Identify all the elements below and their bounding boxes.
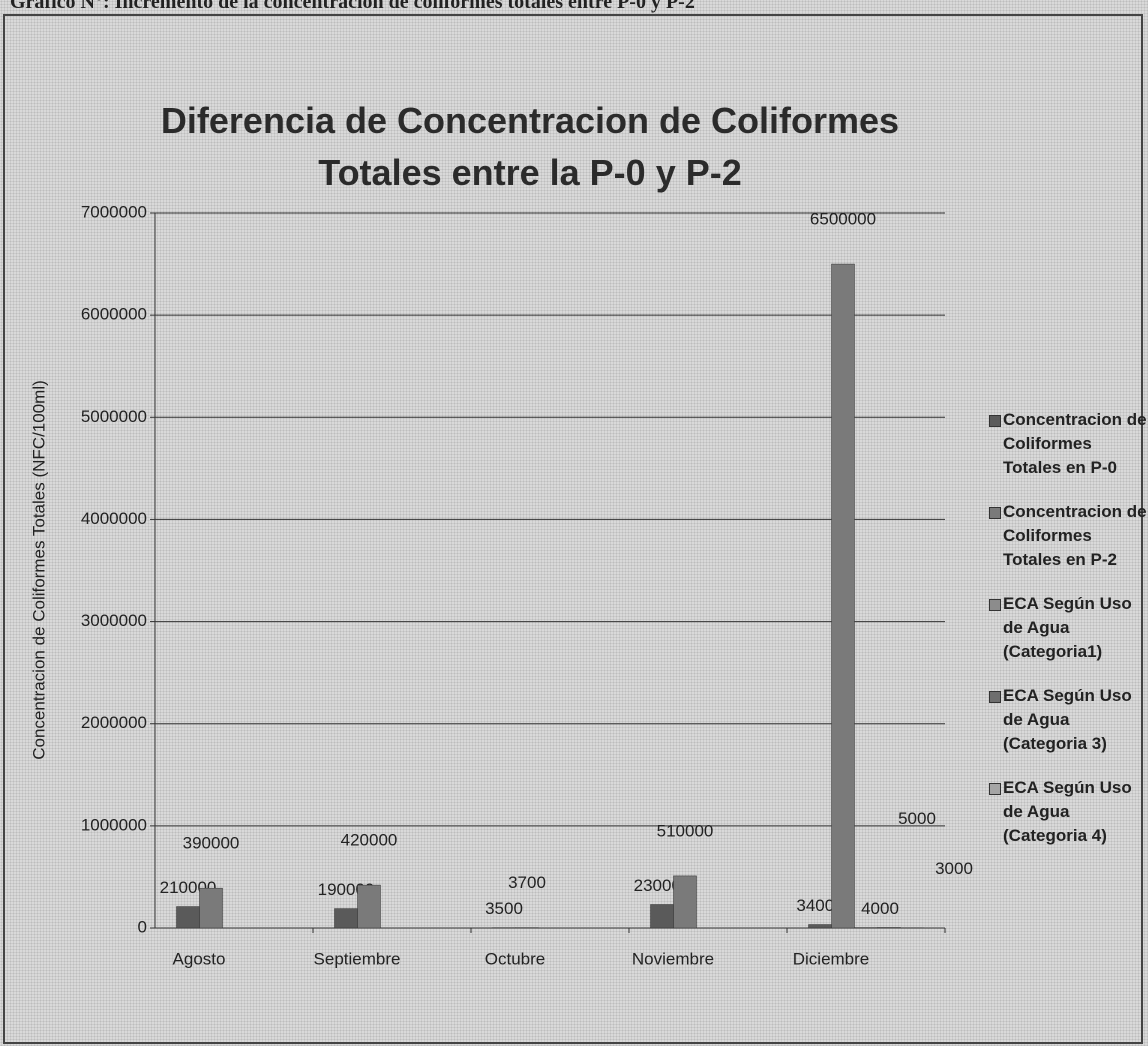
legend-label: ECA Según Uso de Agua (Categoria 3)	[1003, 686, 1132, 753]
legend-entry: ECA Según Uso de Agua (Categoria1)	[985, 592, 1148, 664]
data-label: 510000	[657, 821, 714, 840]
data-label: 3000	[935, 859, 973, 878]
bar	[831, 263, 855, 929]
x-tick-label: Agosto	[173, 949, 226, 968]
chart-title: Diferencia de Concentracion de Coliforme…	[160, 100, 900, 193]
legend: Concentracion de Coliformes Totales en P…	[985, 408, 1148, 868]
bar	[877, 927, 901, 929]
legend-swatch	[989, 415, 1001, 427]
legend-swatch	[989, 783, 1001, 795]
legend-swatch	[989, 691, 1001, 703]
chart-frame	[3, 14, 1143, 1044]
y-tick-label: 0	[138, 917, 147, 936]
bar	[199, 887, 223, 929]
y-tick-label: 3000000	[81, 611, 147, 630]
data-label: 3500	[485, 899, 523, 918]
y-tick-label: 5000000	[81, 407, 147, 426]
legend-entry: Concentracion de Coliformes Totales en P…	[985, 408, 1148, 480]
bar	[650, 904, 674, 929]
y-tick-label: 6000000	[81, 305, 147, 324]
legend-entry: Concentracion de Coliformes Totales en P…	[985, 500, 1148, 572]
legend-entry: ECA Según Uso de Agua (Categoria 4)	[985, 776, 1148, 848]
data-label: 6500000	[810, 210, 876, 229]
x-tick-label: Noviembre	[632, 949, 714, 968]
legend-label: ECA Según Uso de Agua (Categoria 4)	[1003, 778, 1132, 845]
bar	[334, 908, 358, 929]
x-tick-label: Diciembre	[793, 949, 870, 968]
legend-swatch	[989, 507, 1001, 519]
bar	[808, 924, 832, 929]
data-label: 5000	[898, 809, 936, 828]
legend-entry: ECA Según Uso de Agua (Categoria 3)	[985, 684, 1148, 756]
bar	[673, 875, 697, 929]
x-tick-label: Octubre	[485, 949, 545, 968]
data-label: 3700	[508, 873, 546, 892]
legend-label: Concentracion de Coliformes Totales en P…	[1003, 410, 1147, 477]
y-tick-label: 2000000	[81, 713, 147, 732]
legend-label: ECA Según Uso de Agua (Categoria1)	[1003, 594, 1132, 661]
y-tick-label: 1000000	[81, 815, 147, 834]
legend-label: Concentracion de Coliformes Totales en P…	[1003, 502, 1147, 569]
x-tick-label: Septiembre	[314, 949, 401, 968]
legend-swatch	[989, 599, 1001, 611]
data-label: 4000	[861, 899, 899, 918]
data-label: 390000	[183, 834, 240, 853]
y-tick-label: 4000000	[81, 509, 147, 528]
y-axis-title: Concentracion de Coliformes Totales (NFC…	[29, 380, 48, 760]
caption: Gráfico N°: Incremento de la concentraci…	[10, 0, 695, 13]
data-label: 420000	[341, 831, 398, 850]
y-tick-label: 7000000	[81, 202, 147, 221]
bar	[176, 906, 200, 929]
bar	[357, 884, 381, 929]
